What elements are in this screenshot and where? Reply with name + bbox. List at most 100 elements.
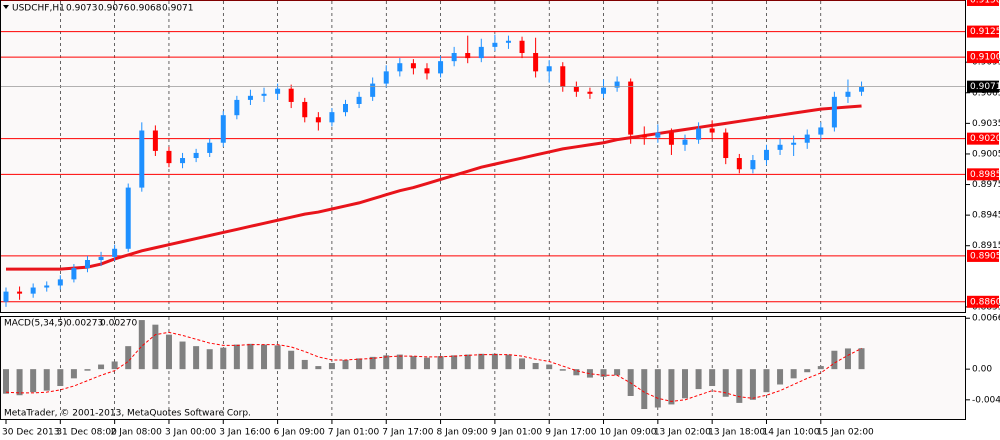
candle-body <box>44 285 50 288</box>
candle-body <box>234 99 240 116</box>
indicator-readout: 0.00270 <box>100 319 137 329</box>
macd-bar <box>505 354 512 370</box>
macd-bar <box>43 369 50 391</box>
candle-body <box>315 117 321 123</box>
candle-body <box>505 40 511 43</box>
y-tick-label: 0.00 <box>972 365 992 375</box>
candle-body <box>343 103 348 113</box>
y-tick-label: 0.9005 <box>972 149 1000 159</box>
candle-body <box>573 86 579 92</box>
readout: 0.9076 <box>98 4 130 14</box>
macd-bar <box>586 369 593 378</box>
macd-bar <box>30 369 37 393</box>
level-label-box <box>967 168 999 181</box>
candle-body <box>682 139 688 145</box>
menu-arrow <box>3 5 9 9</box>
indicator-readout: 0.00273 <box>66 319 103 329</box>
macd-bar <box>138 320 145 370</box>
candle-body <box>275 88 281 94</box>
macd-bar <box>125 346 132 370</box>
candle-body <box>410 63 416 69</box>
macd-bar <box>817 366 824 370</box>
macd-bar <box>342 359 349 370</box>
candle-body <box>125 187 131 249</box>
candle-body <box>668 132 674 145</box>
x-tick-label: 15 Jan 02:00 <box>817 428 874 438</box>
macd-bar <box>70 369 77 379</box>
candle-body <box>356 96 362 104</box>
level-label: 0.9125 <box>970 27 1000 37</box>
candle-body <box>424 68 430 74</box>
candle-body <box>139 130 145 188</box>
macd-bar <box>220 347 227 370</box>
x-tick-label: 3 Jan 00:00 <box>165 428 217 438</box>
level-label-box <box>967 25 999 38</box>
macd-bar <box>179 341 186 370</box>
candle-body <box>777 144 783 150</box>
level-label: 0.8985 <box>970 170 1000 180</box>
macd-bar <box>98 364 105 370</box>
x-tick-label: 13 Jan 18:00 <box>708 428 765 438</box>
candle-body <box>207 142 213 153</box>
macd-bar <box>369 356 376 370</box>
macd-bar <box>736 369 743 403</box>
candle-body <box>112 248 118 257</box>
candle-body <box>478 46 484 59</box>
candle-body <box>791 142 797 145</box>
macd-bar <box>464 354 471 370</box>
x-tick-label: 13 Jan 02:00 <box>654 428 711 438</box>
macd-bar <box>451 355 458 370</box>
macd-bar <box>695 369 702 390</box>
x-tick-label: 3 Jan 16:00 <box>219 428 271 438</box>
macd-bar <box>247 343 254 370</box>
candle-body <box>3 291 9 302</box>
readout: 0.9073 <box>66 4 98 14</box>
candle-body <box>750 160 756 170</box>
candle-body <box>180 158 186 164</box>
candle-body <box>587 91 593 94</box>
x-tick-label: 7 Jan 01:00 <box>328 428 380 438</box>
candle-body <box>17 291 23 294</box>
footer: MetaTrader, © 2001-2013, MetaQuotes Soft… <box>4 409 251 419</box>
candle-body <box>818 127 824 135</box>
macd-bar <box>261 344 268 370</box>
macd-bar <box>152 324 159 370</box>
candle-body <box>261 93 267 96</box>
macd-bar <box>233 344 240 370</box>
candle-body <box>614 81 620 88</box>
macd-bar <box>274 345 281 370</box>
macd-bar <box>423 357 430 370</box>
macd-bar <box>3 369 9 394</box>
macd-signal <box>5 331 862 402</box>
macd-bar <box>641 369 648 410</box>
macd-bar <box>57 369 64 387</box>
candle-body <box>329 112 335 123</box>
current-price-label: 0.9071 <box>970 82 1000 92</box>
x-tick-label: 9 Jan 01:00 <box>491 428 543 438</box>
level-label: 0.9020 <box>970 134 1000 144</box>
x-tick-label: 14 Jan 10:00 <box>762 428 819 438</box>
x-tick-label: 7 Jan 17:00 <box>382 428 434 438</box>
candle-body <box>383 71 389 84</box>
y-tick-label: 0.9035 <box>972 119 1000 129</box>
level-label-box <box>967 249 999 262</box>
macd-bar <box>709 369 716 387</box>
candle-body <box>804 134 810 143</box>
candle-body <box>736 158 742 170</box>
x-tick-label: 30 Dec 2013 <box>2 428 60 438</box>
candle-body <box>397 63 403 72</box>
macd-bar <box>16 369 23 396</box>
candle-body <box>220 115 226 143</box>
x-tick-label: 10 Jan 09:00 <box>600 428 657 438</box>
candle-body <box>193 152 199 159</box>
macd-bar <box>491 353 498 370</box>
macd-bar <box>749 369 756 400</box>
macd-bar <box>844 348 851 370</box>
macd-bar <box>654 369 661 408</box>
macd-bar <box>206 349 213 370</box>
macd-bar <box>573 369 580 376</box>
macd-bar <box>790 369 797 379</box>
level-label-box <box>967 295 999 308</box>
macd-bar <box>478 353 485 370</box>
candle-body <box>84 259 90 269</box>
